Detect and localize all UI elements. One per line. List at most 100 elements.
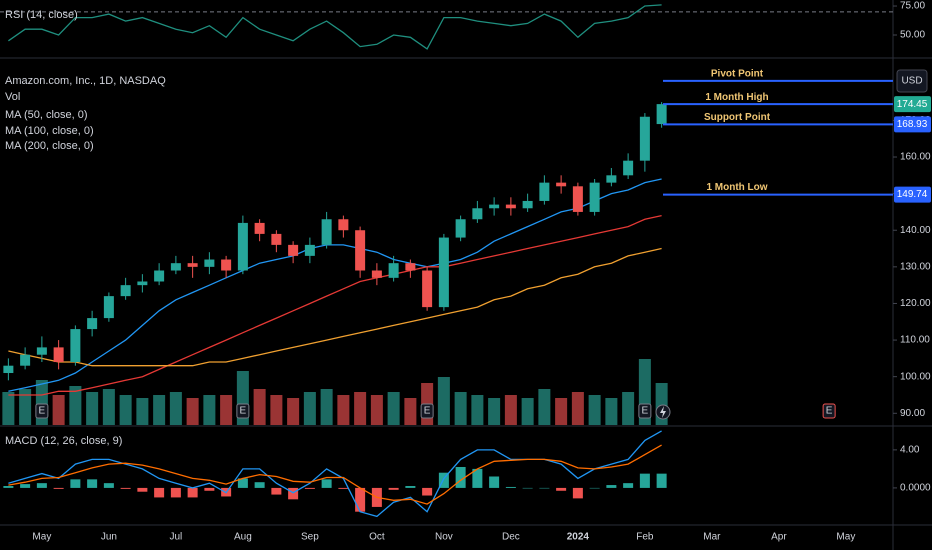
macd-histogram-bar — [170, 487, 181, 498]
rsi-title: RSI (14, close) — [5, 9, 78, 21]
macd-histogram-bar — [572, 487, 583, 499]
candle-body — [3, 365, 14, 374]
y-tick-label: 120.00 — [900, 298, 931, 309]
earnings-marker — [638, 403, 652, 419]
x-tick-label: 2024 — [567, 532, 590, 543]
volume-bar — [153, 395, 166, 425]
macd-histogram-bar — [70, 479, 81, 488]
earnings-label: E — [826, 406, 833, 417]
macd-histogram-bar — [606, 485, 617, 488]
price-tag-label: 168.93 — [897, 119, 928, 130]
macd-title: MACD (12, 26, close, 9) — [5, 435, 122, 447]
x-tick-label: Aug — [234, 532, 252, 543]
main-title: Amazon.com, Inc., 1D, NASDAQ — [5, 75, 166, 87]
candle-body — [572, 186, 583, 212]
macd-histogram-bar — [405, 486, 416, 488]
macd-histogram-bar — [87, 479, 98, 488]
candle-body — [271, 233, 282, 245]
volume-bar — [253, 389, 266, 425]
y-tick-label: 90.00 — [900, 408, 925, 419]
volume-bar — [588, 395, 601, 425]
level-label: 1 Month Low — [706, 182, 767, 193]
candle-body — [656, 104, 667, 125]
volume-bar — [186, 398, 199, 425]
candle-body — [120, 285, 131, 297]
y-tick-label: 100.00 — [900, 371, 931, 382]
y-tick-label: 160.00 — [900, 152, 931, 163]
level-label: 1 Month High — [705, 92, 768, 103]
candle-body — [221, 259, 232, 271]
candle-body — [237, 222, 248, 271]
macd-histogram-bar — [20, 484, 31, 488]
price-tag — [894, 186, 931, 203]
macd-histogram-bar — [472, 468, 483, 488]
candle-body — [288, 244, 299, 256]
x-tick-label: May — [32, 532, 51, 543]
candle-body — [388, 263, 399, 278]
x-tick-label: Jun — [101, 532, 117, 543]
macd-histogram-bar — [3, 486, 14, 488]
macd-histogram-bar — [522, 487, 533, 489]
legend-entry: MA (50, close, 0) — [5, 109, 88, 121]
macd-histogram-bar — [623, 483, 634, 488]
candle-body — [422, 270, 433, 308]
currency[interactable]: USD — [901, 76, 922, 87]
macd-histogram-bar — [204, 487, 215, 491]
ma-line — [8, 214, 662, 396]
earnings-label: E — [240, 406, 247, 417]
price-tag-label: 149.74 — [897, 189, 928, 200]
macd-histogram-bar — [489, 476, 500, 488]
candle-body — [304, 244, 315, 256]
macd-histogram-bar — [304, 487, 315, 489]
y-tick-label: 75.00 — [900, 1, 925, 12]
candle-body — [355, 230, 366, 271]
candle-body — [170, 263, 181, 271]
candle-body — [472, 208, 483, 220]
candle-body — [204, 259, 215, 267]
macd-histogram-bar — [237, 478, 248, 488]
y-tick-label: 140.00 — [900, 225, 931, 236]
x-tick-label: Nov — [435, 532, 453, 543]
volume-bar — [136, 398, 149, 425]
volume-bar — [504, 395, 517, 425]
volume-bar — [521, 398, 534, 425]
ma-line — [8, 247, 662, 367]
earnings-marker — [236, 403, 250, 419]
macd-histogram-bar — [254, 482, 265, 488]
macd-histogram-bar — [438, 472, 449, 488]
earnings-label: E — [39, 406, 46, 417]
candle-body — [539, 182, 550, 201]
level-label: Pivot Point — [711, 69, 764, 80]
y-tick-label: 4.00 — [900, 445, 920, 456]
earnings-marker — [822, 403, 836, 419]
earnings-label: E — [424, 406, 431, 417]
macd-histogram-bar — [505, 486, 516, 488]
ma-line — [8, 178, 662, 392]
volume-bar — [19, 389, 32, 425]
volume-bar — [471, 395, 484, 425]
candle-body — [20, 354, 31, 366]
currency-button[interactable] — [896, 69, 928, 93]
dividend-icon-glyph — [660, 406, 666, 418]
candle-body — [438, 237, 449, 308]
macd-histogram-bar — [455, 466, 466, 488]
price-tag — [894, 96, 931, 113]
volume-bar — [270, 395, 283, 425]
candle-body — [87, 318, 98, 330]
candle-body — [36, 347, 47, 355]
macd-histogram-bar — [355, 487, 366, 512]
volume-bar — [220, 395, 233, 425]
macd-histogram-bar — [639, 473, 650, 488]
macd-histogram-bar — [321, 479, 332, 488]
price-tag — [894, 116, 931, 133]
y-tick-label: 110.00 — [900, 335, 930, 346]
x-tick-label: Sep — [301, 532, 319, 543]
volume-bar — [538, 389, 551, 425]
level-label: Support Point — [704, 112, 771, 123]
earnings-marker — [35, 403, 49, 419]
volume-bar — [203, 395, 216, 425]
x-tick-label: Dec — [502, 532, 520, 543]
macd-histogram-bar — [187, 487, 198, 498]
candle-body — [103, 296, 114, 319]
